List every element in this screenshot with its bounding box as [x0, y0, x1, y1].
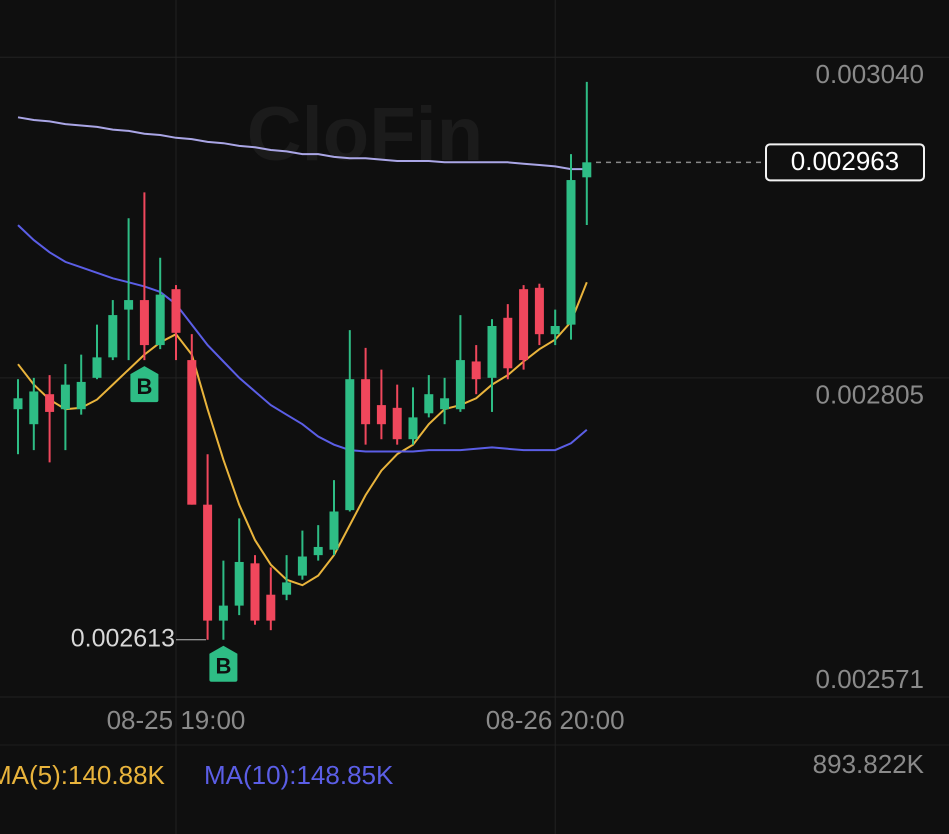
y-tick-label: 0.003040 — [816, 59, 924, 89]
candle-body — [392, 407, 402, 440]
candle-body — [13, 398, 23, 410]
watermark: CloFin — [247, 92, 483, 177]
last-price-box — [765, 143, 925, 182]
candle-body — [519, 289, 529, 361]
candle-body — [29, 391, 39, 425]
candle-body — [124, 300, 134, 310]
buy-marker — [209, 645, 238, 682]
candle-body — [218, 605, 228, 621]
candle-body — [550, 325, 560, 335]
candle-body — [45, 394, 55, 412]
candle-body — [282, 582, 292, 595]
candle-body — [250, 563, 260, 621]
candle-body — [440, 398, 450, 410]
candle-body — [108, 315, 118, 358]
candle-body — [534, 287, 544, 335]
ma-line — [17, 116, 587, 171]
candle-body — [424, 394, 434, 414]
candle-body — [345, 379, 355, 511]
y-tick-label: 0.002571 — [816, 664, 924, 694]
candle-body — [313, 546, 323, 556]
volume-ma-legend: MA(10):148.85K — [204, 760, 394, 790]
volume-ma-legend: MA(5):140.88K — [0, 760, 166, 790]
y-tick-label: 0.002805 — [816, 380, 924, 410]
candle-body — [139, 300, 149, 346]
candle-body — [582, 162, 592, 178]
candle-body — [329, 511, 339, 550]
x-tick-label: 08-26 20:00 — [486, 705, 625, 735]
candle-body — [471, 361, 481, 380]
ma-line — [17, 224, 588, 453]
low-label: 0.002613 — [71, 624, 175, 652]
candle-body — [92, 357, 102, 378]
x-tick-label: 08-25 19:00 — [107, 705, 246, 735]
candle-body — [297, 556, 307, 576]
candle-body — [266, 594, 276, 621]
candle-body — [60, 384, 70, 410]
buy-marker-label: B — [136, 374, 152, 399]
candle-body — [503, 317, 513, 369]
last-price-label: 0.002963 — [791, 146, 899, 176]
buy-marker-label: B — [215, 654, 231, 679]
candle-body — [187, 360, 197, 505]
candle-body — [376, 405, 386, 425]
candle-body — [76, 381, 86, 410]
candle-body — [408, 417, 418, 440]
candle-body — [361, 379, 371, 425]
candle-body — [566, 180, 576, 325]
candle-body — [455, 360, 465, 410]
volume-axis-label: 893.822K — [813, 749, 925, 779]
candle-body — [234, 561, 244, 606]
candle-body — [203, 504, 213, 621]
candle-body — [171, 289, 181, 333]
candle-body — [487, 325, 497, 378]
buy-marker — [130, 366, 159, 403]
candle-body — [155, 294, 165, 346]
